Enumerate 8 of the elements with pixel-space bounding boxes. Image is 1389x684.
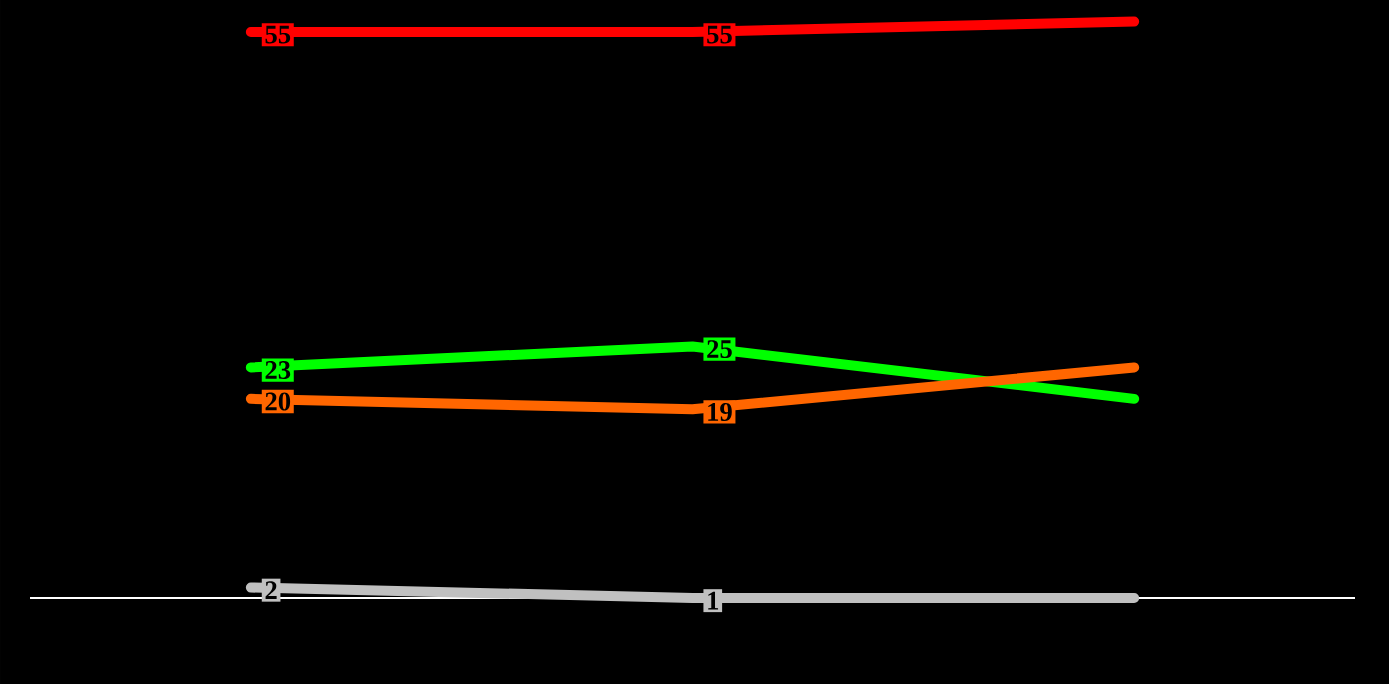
data-label: 55 [707,25,732,44]
data-label: 25 [707,340,732,359]
data-label: 1 [708,591,719,610]
data-label: 2 [265,581,277,599]
data-label: 55 [265,25,291,44]
data-label: 20 [265,392,291,411]
data-label: 19 [708,403,732,421]
data-label: 23 [265,361,291,380]
